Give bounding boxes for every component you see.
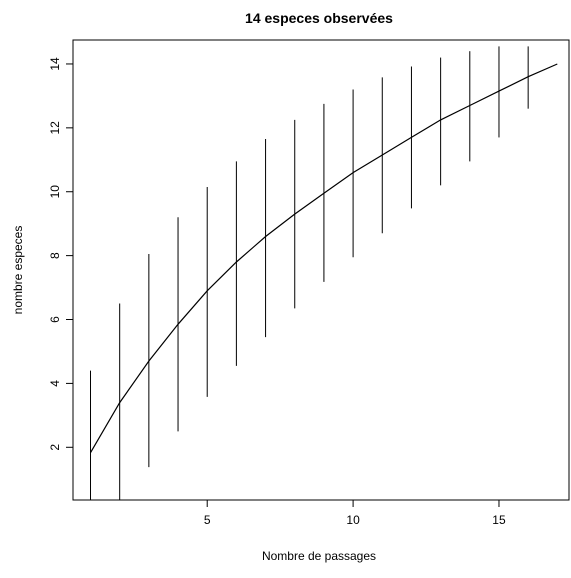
x-tick-label: 10: [346, 513, 360, 527]
y-tick-label: 8: [48, 252, 62, 259]
y-tick-label: 4: [48, 380, 62, 387]
y-tick-label: 6: [48, 316, 62, 323]
x-tick-label: 15: [492, 513, 506, 527]
series-layer: [89, 63, 558, 454]
y-axis-label: nombre especes: [11, 226, 25, 315]
error-bars: [90, 46, 529, 500]
y-tick-label: 10: [48, 185, 62, 199]
chart-title: 14 especes observées: [245, 10, 393, 26]
y-axis: 2 4 6 8 10 12 14: [48, 57, 73, 451]
x-tick-label: 5: [204, 513, 211, 527]
series-line: [89, 63, 558, 454]
x-axis-label: Nombre de passages: [262, 549, 376, 563]
y-tick-label: 2: [48, 444, 62, 451]
y-tick-label: 12: [48, 121, 62, 135]
plot-box: [72, 39, 570, 501]
y-tick-label: 14: [48, 57, 62, 71]
x-axis: 5 10 15: [204, 500, 506, 527]
